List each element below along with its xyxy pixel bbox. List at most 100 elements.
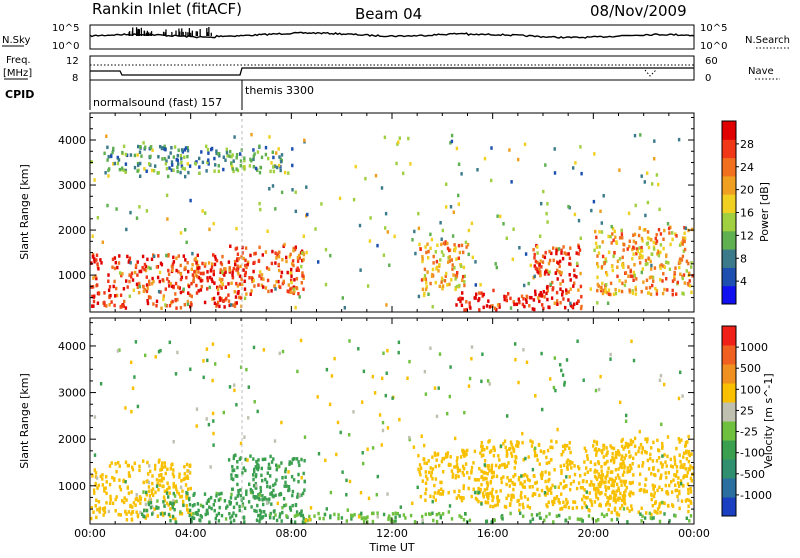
echo-cell <box>278 155 281 159</box>
echo-cell <box>188 502 192 507</box>
echo-cell <box>589 460 592 464</box>
echo-cell <box>585 466 588 470</box>
echo-cell <box>323 512 327 517</box>
echo-cell <box>211 279 214 284</box>
echo-cell <box>603 514 606 518</box>
echo-cell <box>629 438 633 443</box>
echo-cell <box>474 260 477 264</box>
echo-cell <box>674 474 678 478</box>
echo-cell <box>109 494 112 499</box>
colorbar-tick-label: -25 <box>740 426 758 439</box>
echo-cell <box>218 505 221 510</box>
echo-cell <box>216 287 220 291</box>
echo-cell <box>177 285 180 289</box>
echo-cell <box>675 292 678 296</box>
echo-cell <box>682 465 685 470</box>
echo-cell <box>123 299 126 304</box>
echo-cell <box>559 287 562 291</box>
echo-cell <box>128 279 131 284</box>
echo-cell <box>669 464 673 468</box>
echo-cell <box>183 472 186 476</box>
echo-cell <box>552 520 555 524</box>
echo-cell <box>547 471 551 475</box>
echo-cell <box>637 510 640 514</box>
echo-cell <box>188 464 191 468</box>
echo-cell <box>285 255 288 260</box>
echo-cell <box>462 250 465 255</box>
velocity-echo-cells <box>90 338 694 524</box>
echo-cell <box>125 227 128 232</box>
echo-cell <box>673 473 676 477</box>
echo-cell <box>580 304 583 309</box>
echo-cell <box>558 259 562 264</box>
echo-cell <box>510 454 514 458</box>
echo-cell <box>453 266 456 270</box>
echo-cell <box>269 169 272 174</box>
echo-cell <box>169 501 172 506</box>
echo-cell <box>424 245 427 249</box>
echo-cell <box>236 465 239 470</box>
echo-cell <box>297 460 300 464</box>
echo-cell <box>524 252 528 256</box>
echo-cell <box>497 465 501 470</box>
range-tick-label: 2000 <box>58 224 86 237</box>
echo-cell <box>206 287 209 291</box>
echo-cell <box>517 478 521 482</box>
echo-cell <box>623 493 627 498</box>
echo-cell <box>295 277 299 281</box>
echo-cell <box>146 460 149 465</box>
echo-cell <box>258 170 262 175</box>
echo-cell <box>163 504 166 508</box>
echo-cell <box>483 476 486 481</box>
echo-cell <box>137 163 140 168</box>
echo-cell <box>668 519 671 523</box>
echo-cell <box>677 498 680 502</box>
echo-cell <box>407 136 410 141</box>
echo-cell <box>156 482 159 486</box>
echo-cell <box>257 513 260 518</box>
echo-cell <box>149 505 153 510</box>
echo-cell <box>232 169 235 174</box>
echo-cell <box>166 217 169 221</box>
echo-cell <box>218 154 221 158</box>
echo-cell <box>616 274 619 279</box>
echo-cell <box>169 151 172 155</box>
echo-cell <box>133 153 137 158</box>
echo-cell <box>90 506 94 510</box>
echo-cell <box>510 451 513 456</box>
echo-cell <box>616 511 619 515</box>
echo-cell <box>481 445 484 449</box>
echo-cell <box>362 516 365 520</box>
echo-cell <box>266 278 270 283</box>
echo-cell <box>477 486 480 491</box>
echo-cell <box>531 493 534 498</box>
echo-cell <box>278 515 281 519</box>
echo-cell <box>640 236 644 241</box>
echo-cell <box>538 293 541 298</box>
echo-cell <box>168 166 171 170</box>
echo-cell <box>421 257 424 261</box>
range-tick-label: 2000 <box>58 433 86 446</box>
echo-cell <box>106 203 109 208</box>
echo-cell <box>488 450 492 454</box>
echo-cell <box>606 500 610 504</box>
echo-cell <box>119 487 123 492</box>
echo-cell <box>612 496 615 500</box>
echo-cell <box>243 296 247 301</box>
echo-cell <box>149 266 152 271</box>
echo-cell <box>368 239 372 243</box>
echo-cell <box>462 452 465 456</box>
echo-cell <box>614 476 618 480</box>
echo-cell <box>616 259 620 263</box>
echo-cell <box>259 485 262 490</box>
echo-cell <box>669 242 672 247</box>
echo-cell <box>200 150 203 154</box>
echo-cell <box>249 292 252 296</box>
echo-cell <box>255 518 259 522</box>
echo-cell <box>144 502 148 507</box>
echo-cell <box>655 459 659 463</box>
echo-cell <box>654 236 657 241</box>
echo-cell <box>628 239 631 243</box>
echo-cell <box>620 498 624 503</box>
echo-cell <box>96 301 100 305</box>
